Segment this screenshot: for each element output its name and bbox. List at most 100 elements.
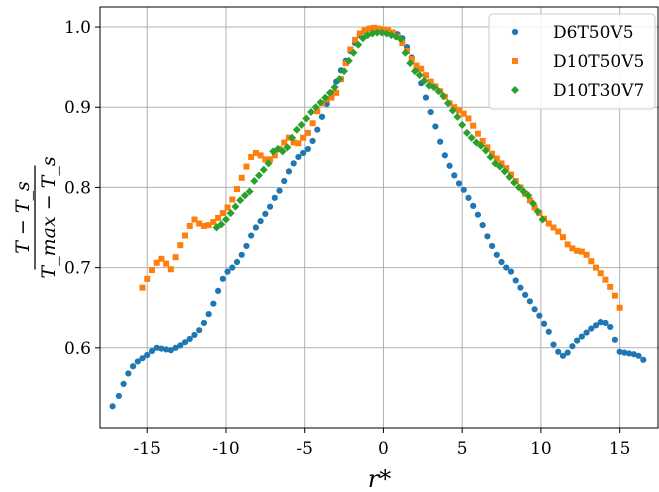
data-point xyxy=(316,98,325,107)
data-point xyxy=(191,216,198,223)
data-point xyxy=(479,137,486,144)
data-point xyxy=(191,331,198,339)
data-point xyxy=(375,25,382,32)
data-point xyxy=(153,344,160,351)
data-point xyxy=(255,171,264,180)
data-point xyxy=(240,191,249,200)
data-point xyxy=(229,264,236,271)
data-point xyxy=(550,224,557,231)
data-point xyxy=(295,140,302,147)
data-point xyxy=(588,325,595,332)
data-point xyxy=(292,125,301,134)
data-point xyxy=(361,27,368,34)
data-point xyxy=(434,87,443,96)
data-point xyxy=(427,78,434,85)
data-point xyxy=(219,275,226,282)
data-point xyxy=(210,300,217,307)
data-point xyxy=(276,187,283,194)
y-axis-label: T − T_s T_max − T_s xyxy=(12,156,60,278)
data-point xyxy=(625,350,633,357)
data-point xyxy=(370,24,377,31)
data-point xyxy=(418,65,425,72)
data-point xyxy=(533,207,542,216)
data-point xyxy=(167,347,174,354)
data-point xyxy=(488,242,496,250)
data-point xyxy=(354,40,363,49)
data-point xyxy=(196,327,203,334)
data-point xyxy=(540,320,548,327)
data-point xyxy=(460,110,467,117)
data-point xyxy=(621,349,628,356)
data-point xyxy=(248,232,255,239)
data-point xyxy=(470,202,477,209)
data-point xyxy=(514,183,523,192)
data-point xyxy=(592,322,600,329)
data-point xyxy=(221,215,230,224)
data-point xyxy=(415,71,424,80)
data-point xyxy=(512,277,519,284)
data-point xyxy=(616,348,623,355)
data-point xyxy=(333,89,340,96)
data-point xyxy=(344,56,353,65)
data-point xyxy=(238,251,245,258)
data-point xyxy=(498,160,505,167)
data-point xyxy=(519,187,528,196)
data-point xyxy=(559,352,567,359)
data-point xyxy=(366,25,373,32)
data-point xyxy=(233,258,241,266)
data-point xyxy=(559,234,566,241)
data-point xyxy=(307,108,316,117)
data-point xyxy=(538,215,547,224)
data-point xyxy=(271,152,278,159)
data-point xyxy=(177,342,184,349)
data-point xyxy=(427,108,434,116)
data-point xyxy=(349,48,358,57)
x-tick-label: 5 xyxy=(457,439,468,459)
data-point xyxy=(318,113,326,120)
data-point xyxy=(536,312,543,319)
data-point xyxy=(545,220,552,227)
data-point xyxy=(555,348,562,355)
data-point xyxy=(172,254,179,261)
data-point xyxy=(217,220,226,229)
data-point xyxy=(243,242,250,250)
data-point xyxy=(243,163,250,170)
data-point xyxy=(607,323,614,331)
data-point xyxy=(517,284,524,291)
data-point xyxy=(330,83,339,92)
data-point xyxy=(420,76,429,85)
data-point xyxy=(481,146,490,155)
data-point xyxy=(503,264,510,271)
x-tick-label: 0 xyxy=(378,439,389,459)
data-point xyxy=(321,93,330,102)
data-point xyxy=(526,298,533,305)
legend: D6T50V5 D10T50V5 D10T30V7 xyxy=(488,13,656,110)
data-point xyxy=(451,104,458,111)
data-point xyxy=(526,197,533,204)
data-point xyxy=(290,139,297,146)
data-point xyxy=(465,115,472,122)
data-point xyxy=(323,100,330,108)
data-point xyxy=(109,403,116,410)
data-point xyxy=(236,196,245,205)
data-point xyxy=(205,311,212,318)
data-point xyxy=(245,187,254,196)
data-point xyxy=(545,328,552,335)
data-point xyxy=(158,345,165,352)
data-point xyxy=(215,214,222,221)
data-point xyxy=(611,292,618,299)
data-point xyxy=(479,222,486,229)
data-point xyxy=(259,165,268,174)
data-point xyxy=(531,204,538,211)
data-point xyxy=(340,67,349,76)
data-point xyxy=(205,222,212,229)
data-point xyxy=(524,191,533,200)
data-point xyxy=(186,335,193,343)
data-point xyxy=(443,99,452,108)
data-point xyxy=(583,329,590,336)
data-point xyxy=(125,370,132,377)
data-point xyxy=(356,30,363,37)
data-point xyxy=(484,144,491,151)
data-point xyxy=(380,26,387,33)
data-point xyxy=(451,172,458,179)
